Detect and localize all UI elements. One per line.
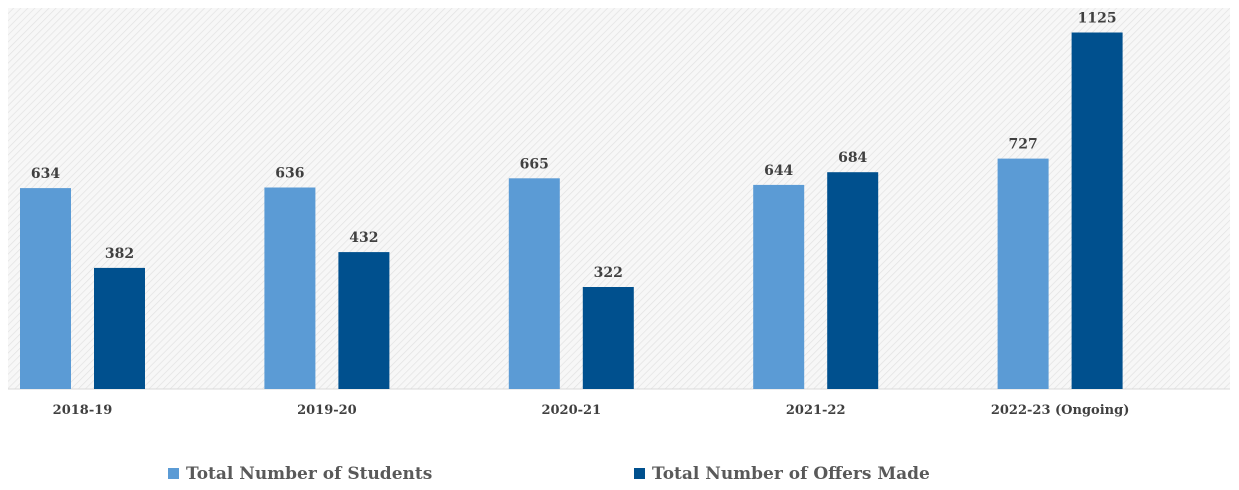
x-tick-label: 2021-22 bbox=[786, 403, 846, 418]
x-tick-label: 2019-20 bbox=[297, 403, 357, 418]
bar-series-2-2018-19 bbox=[94, 267, 145, 389]
bar-series-2-2019-20 bbox=[338, 252, 390, 389]
data-label-series-2-2018-19: 382 bbox=[105, 246, 134, 262]
bar-series-2-2021-22 bbox=[827, 172, 879, 389]
bar-series-1-2020-21 bbox=[508, 178, 560, 389]
legend-swatch-series-2 bbox=[634, 468, 645, 479]
bar-series-1-2018-19 bbox=[20, 188, 71, 389]
bar-series-1-2019-20 bbox=[264, 187, 316, 389]
legend-label-series-2: Total Number of Offers Made bbox=[652, 464, 930, 484]
data-label-series-2-2021-22: 684 bbox=[838, 150, 867, 166]
bar-series-2-2022-23 (Ongoing) bbox=[1071, 32, 1123, 389]
data-label-series-2-2019-20: 432 bbox=[349, 230, 378, 246]
legend-label-series-1: Total Number of Students bbox=[186, 464, 432, 484]
labels-layer: 634 382 2018-19 636 432 2019-20 665 322 2020-21 6… bbox=[31, 11, 1129, 419]
data-label-series-2-2020-21: 322 bbox=[594, 265, 623, 281]
legend: Total Number of Students Total Number of … bbox=[168, 464, 930, 484]
data-label-series-2-2022-23 (Ongoing): 1125 bbox=[1078, 11, 1117, 27]
data-label-series-1-2018-19: 634 bbox=[31, 166, 60, 182]
x-tick-label: 2022-23 (Ongoing) bbox=[991, 403, 1130, 418]
data-label-series-1-2020-21: 665 bbox=[520, 156, 549, 172]
bar-series-1-2021-22 bbox=[753, 184, 805, 389]
data-label-series-1-2019-20: 636 bbox=[275, 166, 304, 182]
bar-series-1-2022-23 (Ongoing) bbox=[997, 158, 1049, 389]
bars-layer bbox=[20, 32, 1123, 389]
bar-series-2-2020-21 bbox=[582, 287, 634, 389]
data-label-series-1-2021-22: 644 bbox=[764, 163, 793, 179]
data-label-series-1-2022-23 (Ongoing): 727 bbox=[1008, 137, 1037, 153]
legend-swatch-series-1 bbox=[168, 468, 179, 479]
x-tick-label: 2018-19 bbox=[53, 403, 113, 418]
x-tick-label: 2020-21 bbox=[541, 403, 601, 418]
